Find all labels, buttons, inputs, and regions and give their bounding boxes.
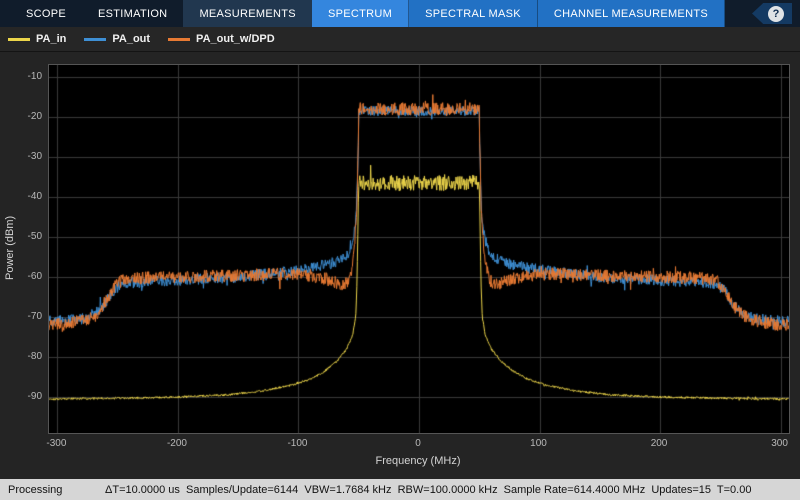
- x-axis-label: Frequency (MHz): [375, 455, 461, 467]
- toolbar: SCOPE ESTIMATION MEASUREMENTS SPECTRUM SPEC…: [0, 0, 800, 27]
- status-metrics: ΔT=10.0000 us Samples/Update=6144 VBW=1.…: [105, 483, 752, 496]
- plot-area[interactable]: [48, 64, 790, 434]
- help-icon[interactable]: ?: [768, 5, 784, 22]
- y-tick-label: -30: [27, 150, 42, 162]
- legend-item-pa-out-w-dpd[interactable]: PA_out_w/DPD: [168, 33, 275, 45]
- y-tick-label: -90: [27, 390, 42, 402]
- tab-scope[interactable]: SCOPE: [26, 7, 67, 20]
- legend-item-pa-in[interactable]: PA_in: [8, 33, 66, 45]
- y-tick-label: -70: [27, 310, 42, 322]
- y-tick-label: -50: [27, 230, 42, 242]
- x-tick-label: 0: [415, 438, 421, 449]
- tab-estimation[interactable]: ESTIMATION: [98, 7, 168, 20]
- status-state: Processing: [8, 483, 63, 496]
- legend-item-pa-out[interactable]: PA_out: [84, 33, 150, 45]
- x-tick-label: 100: [530, 438, 547, 449]
- y-tick-label: -60: [27, 270, 42, 282]
- tab-channel-measurements[interactable]: CHANNEL MEASUREMENTS: [537, 0, 725, 27]
- x-tick-label: -100: [287, 438, 308, 449]
- spectrum-canvas[interactable]: [49, 65, 789, 433]
- help-button[interactable]: ?: [752, 3, 792, 24]
- x-tick-label: -300: [46, 438, 67, 449]
- plot-region: Power (dBm) -300 -200 -100 0 100 200 300 -10 -20…: [0, 52, 800, 479]
- legend-bar: PA_in PA_out PA_out_w/DPD: [0, 27, 800, 52]
- legend-line-swatch: [168, 37, 191, 41]
- y-tick-label: -40: [27, 190, 42, 202]
- x-tick-label: 200: [650, 438, 668, 449]
- status-bar: Processing ΔT=10.0000 us Samples/Update=…: [0, 479, 800, 500]
- x-tick-label: 300: [771, 438, 788, 449]
- toolbar-tab-group-main: SCOPE ESTIMATION MEASUREMENTS: [0, 0, 312, 27]
- tab-spectral-mask[interactable]: SPECTRAL MASK: [409, 0, 538, 27]
- tab-measurements[interactable]: MEASUREMENTS: [183, 0, 312, 27]
- y-tick-label: -80: [27, 350, 42, 362]
- legend-label: PA_in: [36, 33, 67, 45]
- tab-spectrum[interactable]: SPECTRUM: [311, 0, 410, 27]
- x-tick-label: -200: [166, 438, 187, 449]
- y-tick-label: -10: [27, 70, 42, 82]
- legend-line-swatch: [84, 37, 107, 41]
- legend-label: PA_out_w/DPD: [196, 33, 275, 45]
- legend-label: PA_out: [112, 33, 151, 45]
- y-tick-label: -20: [27, 110, 42, 122]
- toolbar-spacer: [725, 0, 752, 27]
- legend-line-swatch: [8, 37, 30, 41]
- toolbar-tab-group-contextual: SPECTRUM SPECTRAL MASK CHANNEL MEASUREMENT…: [311, 0, 725, 27]
